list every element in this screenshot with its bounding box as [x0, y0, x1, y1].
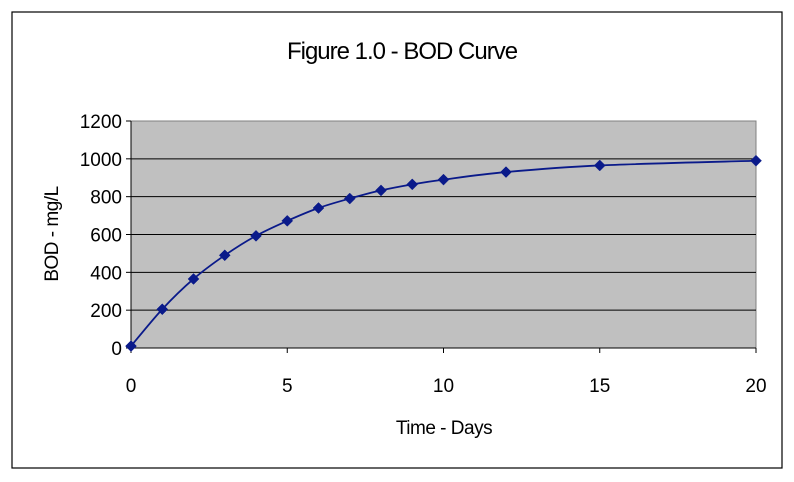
data-point-marker	[593, 159, 606, 172]
data-point-marker	[281, 215, 294, 227]
data-point-marker	[156, 303, 169, 316]
x-axis-title: Time - Days	[396, 418, 492, 439]
data-point-marker	[218, 249, 231, 262]
data-point-marker	[437, 173, 450, 186]
y-axis-title: BOD - mg/L	[42, 186, 63, 281]
x-tick-label: 15	[589, 376, 610, 397]
x-tick-label: 0	[126, 376, 137, 397]
y-tick-label: 1000	[80, 150, 122, 171]
data-point-marker	[500, 166, 512, 178]
data-point-marker	[312, 202, 325, 214]
data-point-marker	[187, 273, 200, 285]
data-point-marker	[343, 192, 356, 205]
gridlines	[131, 158, 756, 311]
x-tick-label: 10	[433, 376, 454, 397]
x-tick-label: 20	[745, 376, 766, 397]
y-tick-label: 0	[111, 339, 122, 360]
tick-labels: 0 200 400 600 800 1000 1200 0 5 10 15 20	[80, 112, 767, 397]
data-point-marker	[375, 184, 387, 197]
y-tick-label: 400	[90, 263, 122, 284]
y-tick-label: 600	[90, 226, 122, 247]
data-point-marker	[125, 340, 137, 352]
y-tick-label: 800	[90, 188, 122, 209]
x-tick-label: 5	[282, 376, 293, 397]
data-point-marker	[250, 229, 262, 242]
chart-title: Figure 1.0 - BOD Curve	[287, 38, 518, 65]
series	[125, 154, 762, 352]
y-tick-label: 200	[90, 301, 122, 322]
data-point-marker	[406, 178, 419, 191]
y-tick-label: 1200	[80, 112, 122, 133]
data-point-marker	[750, 154, 762, 167]
